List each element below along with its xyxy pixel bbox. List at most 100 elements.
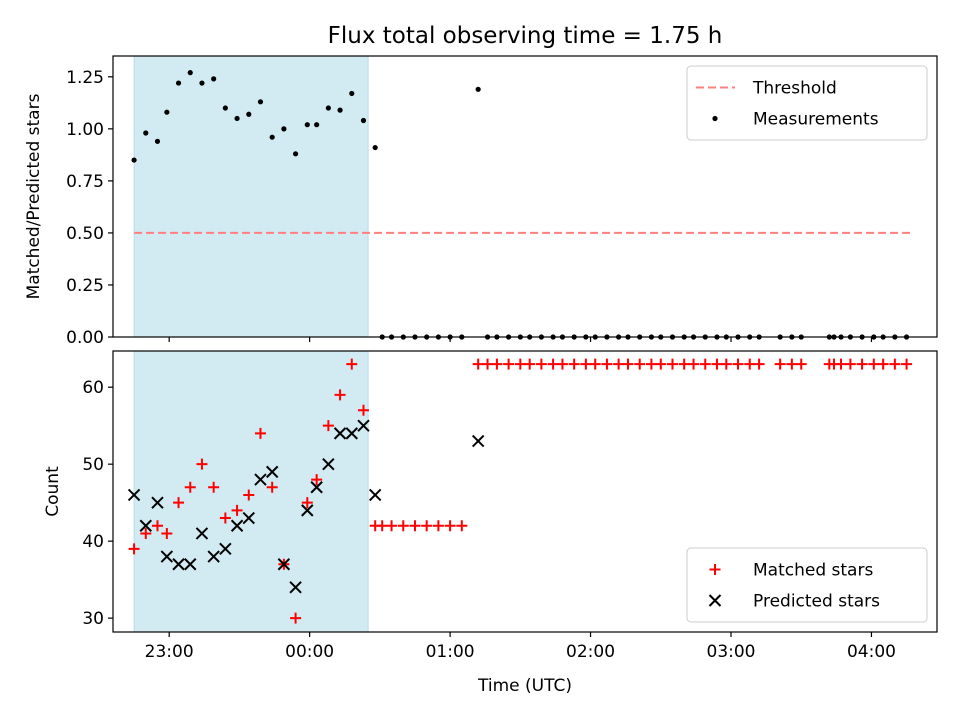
top-legend: Threshold Measurements <box>686 65 928 141</box>
matched-stars-point <box>786 358 798 370</box>
predicted-stars-point <box>254 473 267 486</box>
top-y-tick-label: 0.00 <box>66 328 104 348</box>
measurements-point <box>199 80 205 86</box>
matched-stars-point <box>184 481 196 493</box>
matched-stars-point <box>219 512 231 524</box>
top-y-tick-label: 1.25 <box>66 68 104 88</box>
matched-stars-point <box>397 520 409 532</box>
measurements-point <box>164 109 170 115</box>
measurements-point <box>143 130 149 136</box>
predicted-stars-point <box>195 527 209 540</box>
matched-stars-point <box>868 358 880 370</box>
x-axis-label: Time (UTC) <box>477 676 572 696</box>
matched-stars-point <box>856 358 868 370</box>
bottom-legend: Matched stars Predicted stars <box>686 547 928 623</box>
predicted-stars-point <box>322 457 335 471</box>
matched-stars-point <box>645 358 657 370</box>
predicted-stars-point <box>289 581 302 594</box>
top-shaded-region <box>133 55 369 338</box>
matched-stars-point <box>901 358 913 370</box>
matched-stars-point <box>655 358 667 370</box>
measurements-point <box>154 138 161 144</box>
measurements-point <box>211 76 217 82</box>
matched-stars-point <box>322 420 334 432</box>
bottom-legend-box <box>686 547 928 623</box>
legend-matched-stars-swatch <box>709 564 721 575</box>
bottom-y-axis-label: Count <box>43 466 63 517</box>
matched-stars-point <box>311 474 323 486</box>
matched-stars-point <box>556 358 568 370</box>
matched-stars-point <box>634 358 646 370</box>
top-legend-box <box>686 65 928 141</box>
legend-threshold-label: Threshold <box>752 79 837 99</box>
matched-stars-point <box>666 358 678 370</box>
matched-stars-point <box>753 358 765 370</box>
legend-measurements-label: Measurements <box>753 110 879 130</box>
measurements-point <box>175 80 182 86</box>
matched-stars-point <box>421 520 433 532</box>
predicted-stars-point <box>345 427 358 440</box>
matched-stars-point <box>568 358 580 370</box>
predicted-stars-point <box>207 550 220 563</box>
measurements-point <box>292 151 299 157</box>
matched-stars-point <box>301 497 313 509</box>
predicted-stars-point <box>172 558 185 571</box>
legend-measurements-swatch <box>712 115 718 122</box>
matched-stars-point <box>334 389 346 401</box>
matched-stars-point <box>456 520 468 532</box>
x-tick-label: 00:00 <box>285 642 334 662</box>
matched-stars-point <box>889 358 901 370</box>
matched-stars-point <box>711 358 723 370</box>
bottom-y-tick-label: 60 <box>82 378 104 398</box>
top-y-axis-label: Matched/Predicted stars <box>24 93 44 299</box>
matched-stars-point <box>346 358 358 370</box>
matched-stars-point <box>491 358 503 370</box>
matched-stars-point <box>795 358 807 370</box>
matched-stars-point <box>140 527 152 539</box>
predicted-stars-point <box>242 511 255 525</box>
bottom-plot: 30 40 50 60 23:00 00:00 01:00 02:00 03:00 04:00 Co… <box>43 350 938 662</box>
top-y-tick-label: 1.00 <box>66 120 104 140</box>
predicted-stars-point <box>127 488 141 502</box>
predicted-stars-point <box>333 427 347 440</box>
matched-stars-point <box>699 358 711 370</box>
matched-stars-point <box>524 358 536 370</box>
predicted-stars-point <box>310 481 323 494</box>
predicted-stars-point <box>265 465 279 479</box>
legend-predicted-stars-swatch <box>708 594 722 607</box>
matched-stars-point <box>161 527 173 539</box>
matched-stars-point <box>547 358 559 370</box>
measurements-point <box>269 134 275 140</box>
matched-stars-point <box>196 458 208 470</box>
matched-stars-point <box>835 358 847 370</box>
bottom-shaded-region <box>133 350 369 633</box>
measurements-point <box>304 122 310 128</box>
bottom-y-tick-label: 40 <box>82 532 104 552</box>
predicted-stars-point <box>184 558 197 571</box>
top-y-tick-label: 0.25 <box>66 276 104 296</box>
bottom-y-tick-label: 50 <box>82 455 104 475</box>
measurements-point <box>349 90 355 97</box>
matched-stars-point <box>580 358 592 370</box>
measurements-point <box>475 86 481 92</box>
bottom-y-tick-label: 30 <box>82 609 104 629</box>
matched-stars-point <box>774 358 786 370</box>
x-tick-label: 03:00 <box>707 642 756 662</box>
measurements-point <box>360 117 367 124</box>
matched-stars-point <box>678 358 690 370</box>
measurements-point <box>314 122 320 128</box>
top-plot: 0.00 0.25 0.50 0.75 1.00 1.25 Matched/Predicte… <box>24 55 938 348</box>
matched-stars-point <box>208 481 220 493</box>
matched-stars-point <box>622 358 634 370</box>
predicted-stars-point <box>301 504 314 517</box>
measurements-point <box>234 115 240 122</box>
measurements-point <box>246 111 252 117</box>
predicted-stars-point <box>471 434 485 448</box>
matched-stars-point <box>844 358 856 370</box>
matched-stars-point <box>231 504 243 516</box>
matched-stars-point <box>128 543 140 555</box>
predicted-stars-point <box>230 519 244 532</box>
matched-stars-point <box>535 358 547 370</box>
predicted-stars-point <box>151 496 164 509</box>
